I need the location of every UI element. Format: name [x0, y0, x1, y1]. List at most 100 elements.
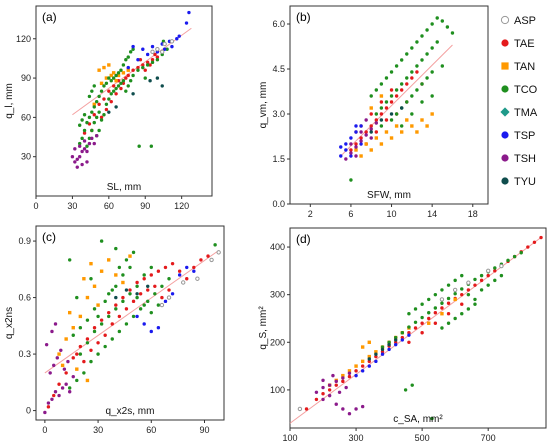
data-point	[374, 112, 379, 116]
data-point	[110, 322, 114, 326]
data-point	[43, 410, 47, 415]
series-tsh	[314, 371, 365, 416]
data-point	[400, 335, 405, 340]
data-point	[185, 265, 189, 270]
data-point	[359, 124, 363, 128]
data-point	[360, 369, 365, 373]
data-point	[420, 58, 424, 62]
data-point	[153, 284, 157, 288]
data-point	[107, 97, 111, 101]
data-point	[331, 373, 335, 378]
data-point	[148, 63, 152, 67]
data-point	[85, 144, 89, 148]
data-point	[124, 322, 129, 326]
data-point	[413, 320, 418, 324]
data-point	[165, 47, 169, 51]
data-point	[413, 307, 418, 311]
data-point	[99, 269, 104, 273]
data-point	[99, 115, 104, 120]
series-tco	[349, 16, 455, 182]
data-point	[430, 112, 434, 116]
data-point	[430, 416, 434, 421]
data-point	[121, 280, 125, 285]
series-tyu	[107, 76, 164, 114]
data-point	[89, 348, 93, 353]
data-point	[141, 65, 145, 70]
data-point	[453, 292, 457, 296]
data-point	[394, 64, 399, 68]
data-point	[334, 383, 338, 387]
data-point	[433, 292, 438, 297]
panel-d: 100 300 500 700 100 200 300 400 (d) c_SA, mm² q_S,…	[258, 227, 547, 443]
data-point	[117, 314, 122, 319]
data-point	[99, 322, 104, 326]
data-point	[369, 112, 373, 116]
data-point	[177, 273, 182, 277]
data-point	[341, 376, 345, 380]
data-point	[109, 78, 113, 83]
data-point	[452, 287, 458, 293]
data-point	[440, 288, 444, 292]
data-point	[163, 265, 168, 270]
legend-item-tsp: TSP	[501, 130, 535, 142]
data-point	[153, 292, 157, 296]
data-point	[466, 280, 471, 285]
data-point	[149, 144, 154, 148]
data-point	[114, 246, 118, 251]
x-tick-label: 0	[33, 201, 38, 211]
data-point	[440, 306, 444, 310]
data-point	[327, 393, 332, 398]
y-tick-label: 90	[21, 73, 31, 83]
data-point	[349, 151, 353, 155]
x-axis-label: SFW, mm	[367, 190, 411, 201]
legend-item-tsh: TSH	[501, 153, 536, 165]
data-point	[415, 88, 419, 92]
data-point	[446, 296, 451, 301]
data-point	[121, 63, 126, 67]
legend: ASP TAE TAN TCO TMA TSP TSH TYU	[500, 15, 538, 188]
data-point	[97, 128, 101, 133]
data-point	[394, 124, 399, 128]
x-tick-label: 30	[93, 425, 103, 435]
data-point	[143, 76, 147, 80]
data-point	[374, 130, 379, 134]
series-asp	[159, 250, 221, 308]
data-point	[163, 299, 168, 304]
data-point	[479, 288, 484, 292]
data-point	[440, 19, 445, 23]
data-point	[435, 40, 439, 44]
data-point	[349, 136, 353, 140]
data-point	[78, 314, 83, 319]
data-point	[359, 139, 363, 143]
data-point	[446, 321, 451, 325]
y-tick-label: 100	[270, 385, 285, 395]
data-point	[430, 46, 434, 50]
data-point	[135, 284, 139, 288]
data-point	[90, 110, 94, 114]
data-point	[405, 52, 409, 56]
data-point	[78, 344, 83, 349]
series-tyu	[114, 284, 150, 300]
panel-label: (a)	[42, 10, 57, 24]
data-point	[67, 258, 72, 262]
data-point	[427, 311, 431, 315]
data-point	[92, 141, 96, 146]
data-point	[187, 10, 191, 15]
data-point	[367, 357, 371, 361]
data-point	[433, 311, 438, 315]
data-point	[107, 310, 111, 315]
data-point	[155, 58, 160, 62]
legend-marker	[501, 39, 509, 47]
data-point	[116, 73, 121, 78]
data-point	[394, 94, 399, 98]
data-point	[199, 258, 203, 262]
data-point	[420, 82, 424, 86]
fit-line	[289, 237, 542, 424]
data-point	[473, 277, 477, 282]
data-point	[379, 112, 384, 116]
data-point	[344, 142, 348, 146]
data-point	[75, 352, 79, 356]
data-point	[142, 277, 146, 281]
legend-marker	[500, 107, 510, 117]
data-point	[493, 269, 497, 273]
